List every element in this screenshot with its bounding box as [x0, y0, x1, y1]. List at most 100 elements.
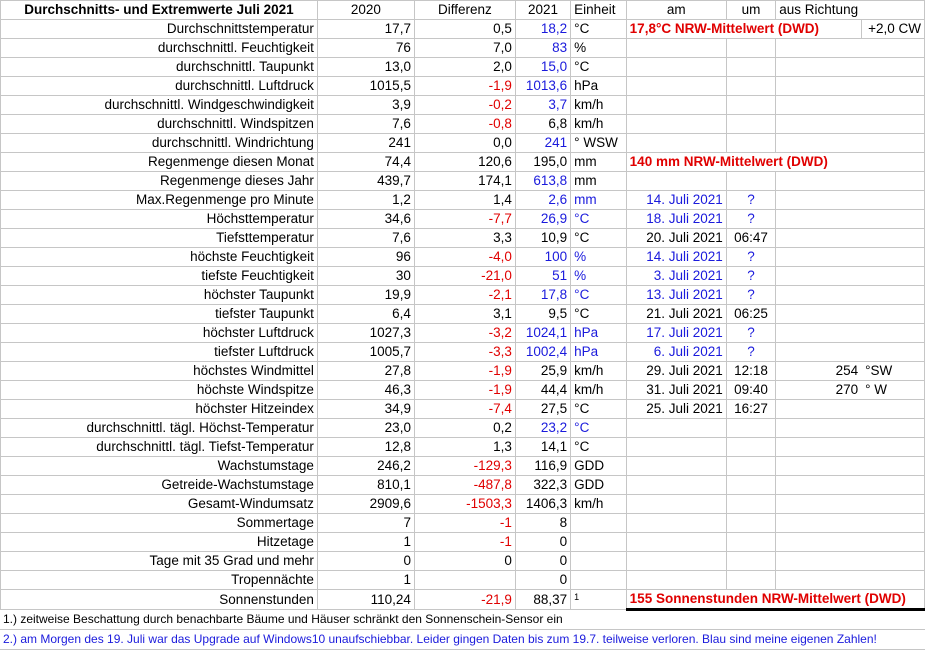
footnote-1[interactable]: 1.) zeitweise Beschattung durch benachba…: [0, 608, 925, 630]
time[interactable]: ?: [725, 247, 777, 267]
value-difference[interactable]: 120,6: [413, 152, 516, 172]
value-2020[interactable]: 810,1: [316, 475, 415, 495]
row-label[interactable]: Hitzetage: [0, 532, 318, 552]
direction-name[interactable]: [861, 456, 925, 476]
value-2020[interactable]: 7,6: [316, 228, 415, 248]
date[interactable]: [625, 171, 727, 191]
time[interactable]: [725, 551, 777, 571]
time[interactable]: ?: [725, 285, 777, 305]
value-difference[interactable]: -487,8: [413, 475, 516, 495]
value-difference[interactable]: -3,2: [413, 323, 516, 343]
value-difference[interactable]: -1,9: [413, 380, 516, 400]
value-2020[interactable]: 7: [316, 513, 415, 533]
unit[interactable]: km/h: [570, 380, 627, 400]
unit[interactable]: [570, 570, 627, 590]
row-label[interactable]: Max.Regenmenge pro Minute: [0, 190, 318, 210]
value-2020[interactable]: 1,2: [316, 190, 415, 210]
value-2020[interactable]: 0: [316, 551, 415, 571]
direction-degrees[interactable]: 270: [775, 380, 862, 400]
time[interactable]: [725, 532, 777, 552]
direction-name[interactable]: [861, 95, 925, 115]
date[interactable]: [625, 95, 727, 115]
direction-name[interactable]: [861, 551, 925, 571]
unit[interactable]: mm: [570, 190, 627, 210]
date[interactable]: 25. Juli 2021: [625, 399, 727, 419]
time[interactable]: [725, 475, 777, 495]
value-2020[interactable]: 6,4: [316, 304, 415, 324]
value-difference[interactable]: 0,0: [413, 133, 516, 153]
direction-name[interactable]: [861, 76, 925, 96]
value-2020[interactable]: 1: [316, 532, 415, 552]
direction-degrees[interactable]: [775, 399, 862, 419]
value-difference[interactable]: -1: [413, 532, 516, 552]
value-difference[interactable]: 1,3: [413, 437, 516, 457]
time[interactable]: [725, 76, 777, 96]
direction-name[interactable]: [861, 494, 925, 514]
date[interactable]: [625, 57, 727, 77]
row-label[interactable]: Getreide-Wachstumstage: [0, 475, 318, 495]
direction-degrees[interactable]: [775, 285, 862, 305]
value-difference[interactable]: -1503,3: [413, 494, 516, 514]
unit[interactable]: °C: [570, 19, 627, 39]
direction-name[interactable]: [861, 304, 925, 324]
value-2021[interactable]: 1002,4: [514, 342, 572, 362]
date[interactable]: [625, 437, 727, 457]
value-2020[interactable]: 34,6: [316, 209, 415, 229]
unit[interactable]: °C: [570, 228, 627, 248]
value-2020[interactable]: 246,2: [316, 456, 415, 476]
row-label[interactable]: durchschnittl. Feuchtigkeit: [0, 38, 318, 58]
direction-degrees[interactable]: 254: [775, 361, 862, 381]
header-difference[interactable]: Differenz: [413, 0, 516, 20]
row-label[interactable]: Regenmenge dieses Jahr: [0, 171, 318, 191]
value-difference[interactable]: -7,4: [413, 399, 516, 419]
value-2021[interactable]: 17,8: [514, 285, 572, 305]
value-2021[interactable]: 0: [514, 551, 572, 571]
time[interactable]: [725, 437, 777, 457]
value-2020[interactable]: 110,24: [316, 589, 415, 610]
direction-degrees[interactable]: [775, 551, 862, 571]
value-difference[interactable]: -3,3: [413, 342, 516, 362]
unit[interactable]: km/h: [570, 494, 627, 514]
time[interactable]: [725, 95, 777, 115]
value-2021[interactable]: 25,9: [514, 361, 572, 381]
direction-degrees[interactable]: [775, 304, 862, 324]
unit[interactable]: km/h: [570, 95, 627, 115]
value-difference[interactable]: 174,1: [413, 171, 516, 191]
value-2021[interactable]: 0: [514, 570, 572, 590]
header-extra[interactable]: [861, 0, 925, 20]
unit[interactable]: °C: [570, 418, 627, 438]
header-2021[interactable]: 2021: [514, 0, 572, 20]
unit[interactable]: %: [570, 247, 627, 267]
direction-name[interactable]: [861, 532, 925, 552]
time[interactable]: [725, 456, 777, 476]
time[interactable]: ?: [725, 342, 777, 362]
value-2021[interactable]: 3,7: [514, 95, 572, 115]
direction-degrees[interactable]: [775, 95, 862, 115]
row-label[interactable]: durchschnittl. Luftdruck: [0, 76, 318, 96]
direction-degrees[interactable]: [775, 76, 862, 96]
value-2021[interactable]: 44,4: [514, 380, 572, 400]
direction-degrees[interactable]: [775, 133, 862, 153]
date[interactable]: 18. Juli 2021: [625, 209, 727, 229]
direction-degrees[interactable]: [775, 266, 862, 286]
direction-degrees[interactable]: [775, 513, 862, 533]
row-label[interactable]: höchster Taupunkt: [0, 285, 318, 305]
value-2020[interactable]: 241: [316, 133, 415, 153]
row-label[interactable]: höchste Feuchtigkeit: [0, 247, 318, 267]
direction-name[interactable]: [861, 285, 925, 305]
value-2021[interactable]: 83: [514, 38, 572, 58]
direction-degrees[interactable]: [775, 570, 862, 590]
direction-name[interactable]: [861, 399, 925, 419]
date[interactable]: 21. Juli 2021: [625, 304, 727, 324]
value-2021[interactable]: 14,1: [514, 437, 572, 457]
direction-degrees[interactable]: [775, 475, 862, 495]
direction-name[interactable]: [861, 323, 925, 343]
time[interactable]: [725, 38, 777, 58]
value-2021[interactable]: 27,5: [514, 399, 572, 419]
row-label[interactable]: Tiefsttemperatur: [0, 228, 318, 248]
value-2021[interactable]: 1013,6: [514, 76, 572, 96]
value-2021[interactable]: 613,8: [514, 171, 572, 191]
unit[interactable]: °C: [570, 285, 627, 305]
direction-name[interactable]: [861, 266, 925, 286]
time[interactable]: ?: [725, 190, 777, 210]
